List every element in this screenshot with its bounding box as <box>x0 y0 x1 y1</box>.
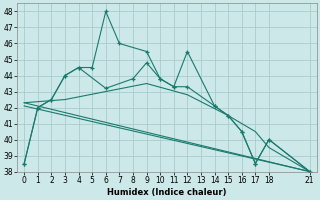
X-axis label: Humidex (Indice chaleur): Humidex (Indice chaleur) <box>107 188 227 197</box>
